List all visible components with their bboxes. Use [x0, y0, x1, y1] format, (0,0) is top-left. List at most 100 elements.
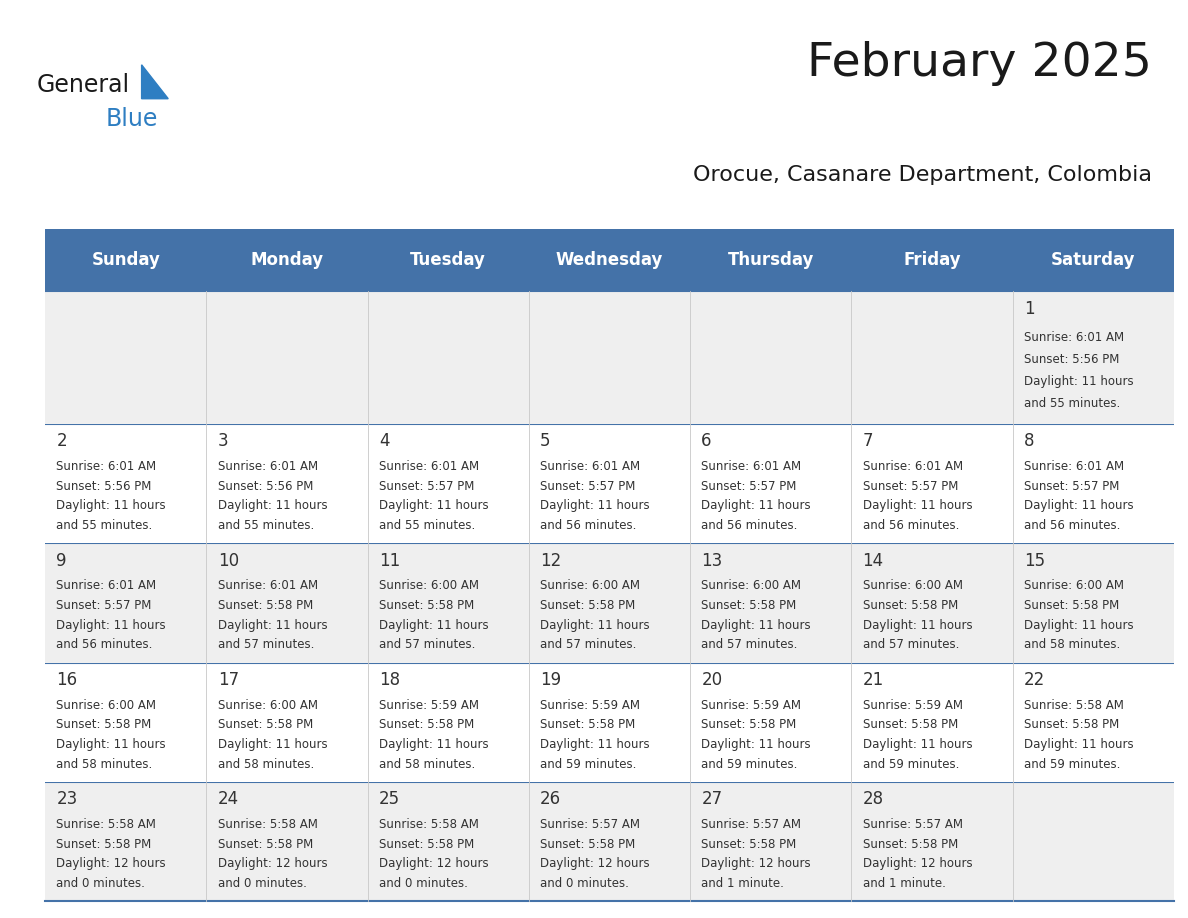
Text: Sunset: 5:58 PM: Sunset: 5:58 PM: [217, 837, 312, 851]
Text: and 1 minute.: and 1 minute.: [862, 877, 946, 890]
Text: and 58 minutes.: and 58 minutes.: [379, 757, 475, 771]
Text: Sunset: 5:58 PM: Sunset: 5:58 PM: [217, 599, 312, 612]
Text: Daylight: 11 hours: Daylight: 11 hours: [57, 738, 166, 751]
Text: 26: 26: [541, 790, 561, 809]
Text: 18: 18: [379, 671, 400, 689]
Text: Sunrise: 6:01 AM: Sunrise: 6:01 AM: [701, 460, 802, 473]
Text: and 58 minutes.: and 58 minutes.: [217, 757, 314, 771]
Text: Sunrise: 6:01 AM: Sunrise: 6:01 AM: [57, 579, 157, 592]
Text: 21: 21: [862, 671, 884, 689]
Text: Sunset: 5:58 PM: Sunset: 5:58 PM: [541, 599, 636, 612]
Text: Daylight: 11 hours: Daylight: 11 hours: [862, 619, 972, 632]
Text: and 0 minutes.: and 0 minutes.: [541, 877, 628, 890]
Text: Daylight: 11 hours: Daylight: 11 hours: [379, 738, 488, 751]
Polygon shape: [141, 65, 169, 99]
Text: Daylight: 11 hours: Daylight: 11 hours: [701, 619, 811, 632]
Text: Daylight: 11 hours: Daylight: 11 hours: [217, 619, 327, 632]
Text: Daylight: 11 hours: Daylight: 11 hours: [1024, 375, 1133, 388]
Text: Sunset: 5:57 PM: Sunset: 5:57 PM: [541, 479, 636, 493]
Text: Sunrise: 6:01 AM: Sunrise: 6:01 AM: [57, 460, 157, 473]
Text: and 57 minutes.: and 57 minutes.: [541, 638, 637, 652]
Text: and 57 minutes.: and 57 minutes.: [862, 638, 959, 652]
Text: Sunrise: 6:01 AM: Sunrise: 6:01 AM: [217, 460, 317, 473]
Text: Sunrise: 6:00 AM: Sunrise: 6:00 AM: [57, 699, 157, 711]
Text: 15: 15: [1024, 552, 1045, 570]
Text: Sunset: 5:58 PM: Sunset: 5:58 PM: [1024, 718, 1119, 732]
Text: Blue: Blue: [106, 106, 158, 130]
Text: and 58 minutes.: and 58 minutes.: [57, 757, 153, 771]
Text: 10: 10: [217, 552, 239, 570]
Text: 20: 20: [701, 671, 722, 689]
Text: Daylight: 11 hours: Daylight: 11 hours: [541, 738, 650, 751]
Text: Sunrise: 5:57 AM: Sunrise: 5:57 AM: [541, 818, 640, 831]
Text: and 56 minutes.: and 56 minutes.: [701, 519, 797, 532]
Text: Sunrise: 6:01 AM: Sunrise: 6:01 AM: [379, 460, 479, 473]
Text: 16: 16: [57, 671, 77, 689]
Text: Sunset: 5:58 PM: Sunset: 5:58 PM: [379, 718, 474, 732]
Text: 7: 7: [862, 432, 873, 451]
Text: and 59 minutes.: and 59 minutes.: [541, 757, 637, 771]
Text: Daylight: 12 hours: Daylight: 12 hours: [862, 857, 972, 870]
Text: and 0 minutes.: and 0 minutes.: [379, 877, 468, 890]
Text: and 58 minutes.: and 58 minutes.: [1024, 638, 1120, 652]
Text: and 0 minutes.: and 0 minutes.: [57, 877, 145, 890]
Text: Sunrise: 6:00 AM: Sunrise: 6:00 AM: [217, 699, 317, 711]
Text: and 57 minutes.: and 57 minutes.: [379, 638, 475, 652]
Text: Sunrise: 5:59 AM: Sunrise: 5:59 AM: [379, 699, 479, 711]
Text: Sunset: 5:57 PM: Sunset: 5:57 PM: [701, 479, 797, 493]
Text: Sunrise: 6:01 AM: Sunrise: 6:01 AM: [541, 460, 640, 473]
Text: and 55 minutes.: and 55 minutes.: [57, 519, 153, 532]
Text: Daylight: 11 hours: Daylight: 11 hours: [217, 499, 327, 512]
Text: 8: 8: [1024, 432, 1035, 451]
Text: Monday: Monday: [251, 251, 323, 269]
Text: 9: 9: [57, 552, 67, 570]
Text: Sunrise: 6:01 AM: Sunrise: 6:01 AM: [1024, 460, 1124, 473]
Text: Sunset: 5:58 PM: Sunset: 5:58 PM: [862, 718, 958, 732]
Text: Sunrise: 5:58 AM: Sunrise: 5:58 AM: [57, 818, 157, 831]
Text: Sunrise: 6:00 AM: Sunrise: 6:00 AM: [541, 579, 640, 592]
Text: Sunset: 5:58 PM: Sunset: 5:58 PM: [862, 599, 958, 612]
Text: Daylight: 12 hours: Daylight: 12 hours: [217, 857, 327, 870]
Text: Saturday: Saturday: [1051, 251, 1136, 269]
Text: Sunset: 5:58 PM: Sunset: 5:58 PM: [57, 718, 152, 732]
Text: Daylight: 11 hours: Daylight: 11 hours: [379, 499, 488, 512]
Text: 3: 3: [217, 432, 228, 451]
Text: Daylight: 11 hours: Daylight: 11 hours: [379, 619, 488, 632]
Text: Sunset: 5:57 PM: Sunset: 5:57 PM: [862, 479, 958, 493]
Text: 22: 22: [1024, 671, 1045, 689]
Text: and 1 minute.: and 1 minute.: [701, 877, 784, 890]
Text: and 55 minutes.: and 55 minutes.: [1024, 397, 1120, 409]
Text: Sunrise: 6:00 AM: Sunrise: 6:00 AM: [1024, 579, 1124, 592]
Text: 2: 2: [57, 432, 67, 451]
Text: Daylight: 11 hours: Daylight: 11 hours: [541, 499, 650, 512]
Text: Sunset: 5:56 PM: Sunset: 5:56 PM: [1024, 353, 1119, 366]
Text: 25: 25: [379, 790, 400, 809]
Text: Sunday: Sunday: [91, 251, 160, 269]
Text: 4: 4: [379, 432, 390, 451]
Text: and 57 minutes.: and 57 minutes.: [217, 638, 314, 652]
Text: and 56 minutes.: and 56 minutes.: [1024, 519, 1120, 532]
Text: Sunrise: 5:59 AM: Sunrise: 5:59 AM: [862, 699, 962, 711]
Text: Sunrise: 5:59 AM: Sunrise: 5:59 AM: [701, 699, 802, 711]
Text: and 55 minutes.: and 55 minutes.: [379, 519, 475, 532]
Text: Sunrise: 6:00 AM: Sunrise: 6:00 AM: [862, 579, 962, 592]
Text: Daylight: 12 hours: Daylight: 12 hours: [701, 857, 811, 870]
Text: Sunset: 5:58 PM: Sunset: 5:58 PM: [701, 599, 797, 612]
Text: and 55 minutes.: and 55 minutes.: [217, 519, 314, 532]
Text: and 59 minutes.: and 59 minutes.: [862, 757, 959, 771]
Text: Sunset: 5:57 PM: Sunset: 5:57 PM: [379, 479, 474, 493]
Text: Sunset: 5:57 PM: Sunset: 5:57 PM: [57, 599, 152, 612]
Text: Friday: Friday: [903, 251, 961, 269]
Text: Daylight: 11 hours: Daylight: 11 hours: [57, 619, 166, 632]
Text: 17: 17: [217, 671, 239, 689]
Text: 6: 6: [701, 432, 712, 451]
Text: Wednesday: Wednesday: [556, 251, 663, 269]
Text: Sunset: 5:58 PM: Sunset: 5:58 PM: [1024, 599, 1119, 612]
Text: Daylight: 12 hours: Daylight: 12 hours: [541, 857, 650, 870]
Text: Sunset: 5:58 PM: Sunset: 5:58 PM: [379, 599, 474, 612]
Text: 5: 5: [541, 432, 550, 451]
Text: Sunset: 5:58 PM: Sunset: 5:58 PM: [541, 837, 636, 851]
Text: 24: 24: [217, 790, 239, 809]
Text: Daylight: 11 hours: Daylight: 11 hours: [1024, 499, 1133, 512]
Text: 28: 28: [862, 790, 884, 809]
